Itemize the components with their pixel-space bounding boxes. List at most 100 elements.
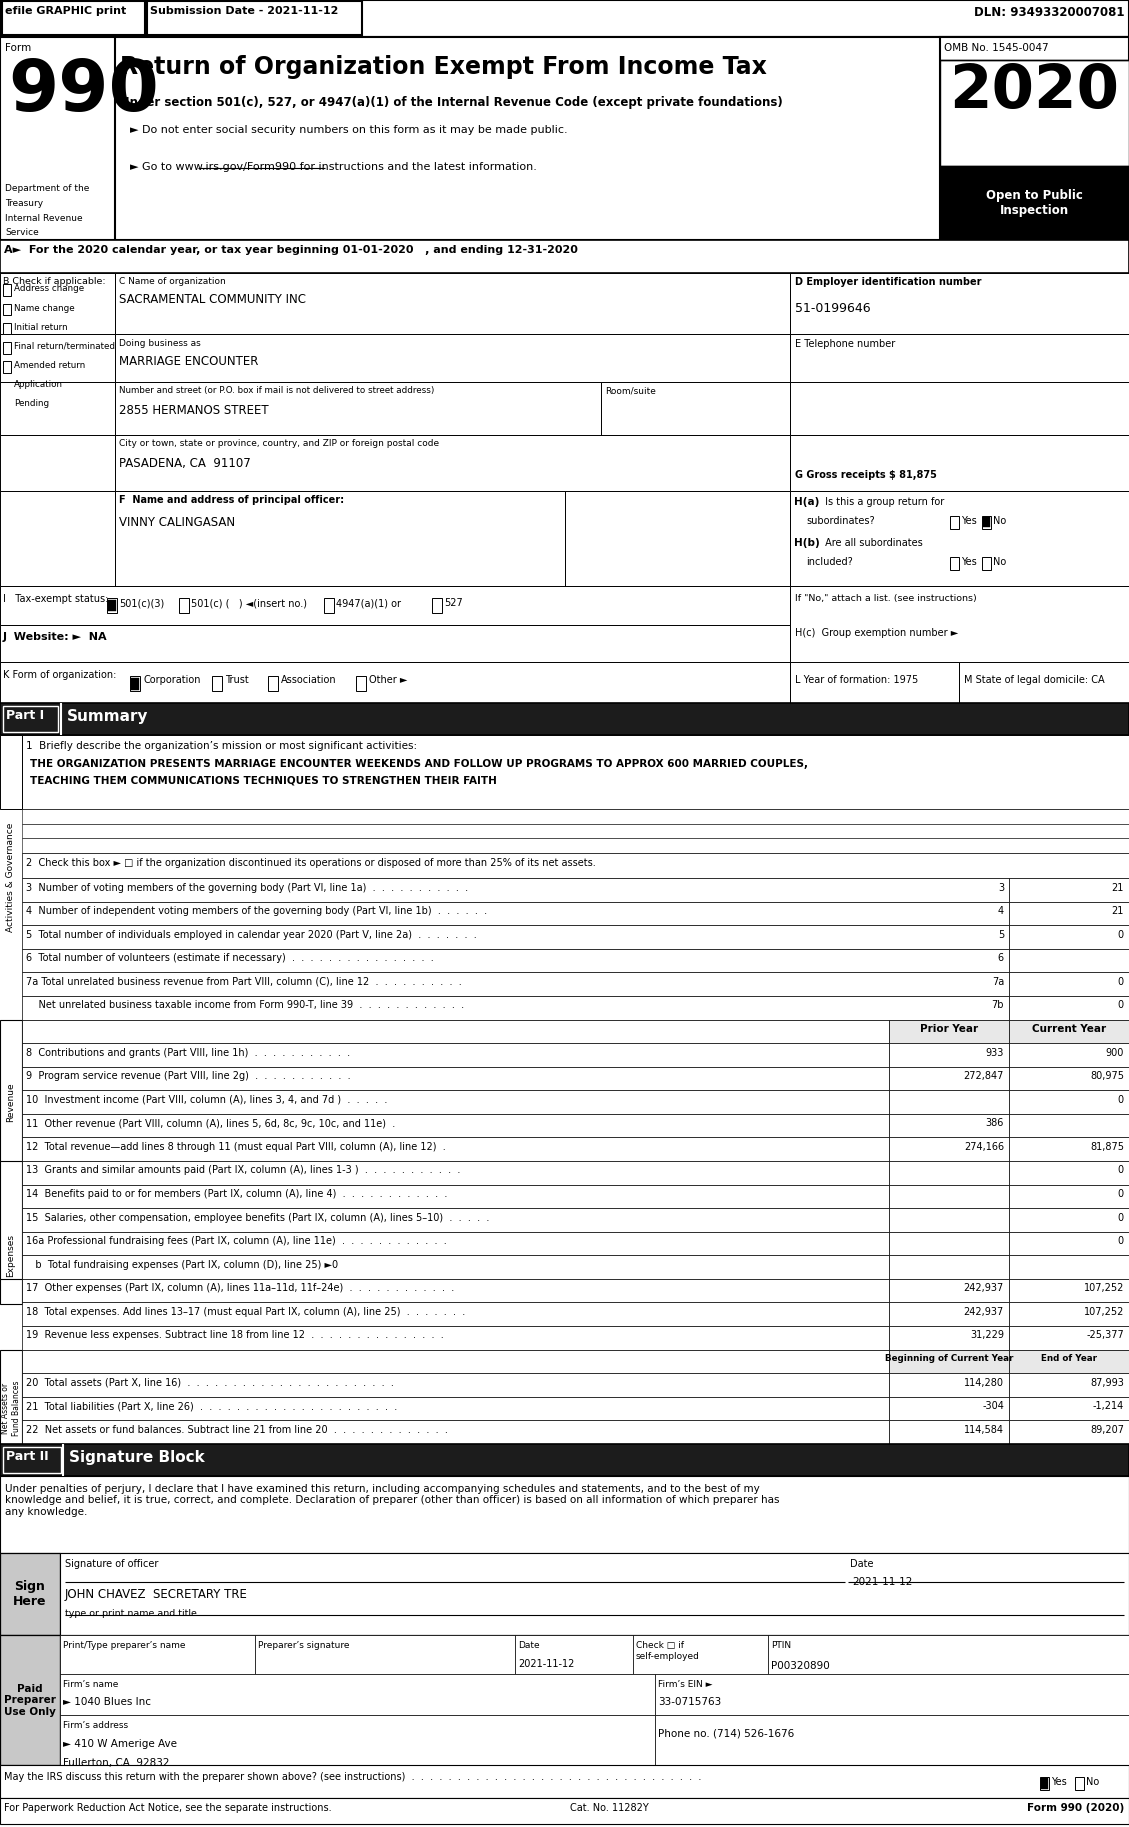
Text: 14  Benefits paid to or for members (Part IX, column (A), line 4)  .  .  .  .  .: 14 Benefits paid to or for members (Part… (26, 1189, 447, 1199)
Bar (0, 37, 115, 239)
Bar (0, 703, 1129, 734)
Bar (115, 382, 601, 435)
Text: ► 410 W Amerige Ave: ► 410 W Amerige Ave (63, 1739, 177, 1748)
Text: Final return/terminated: Final return/terminated (14, 342, 115, 351)
Text: 21  Total liabilities (Part X, line 26)  .  .  .  .  .  .  .  .  .  .  .  .  .  : 21 Total liabilities (Part X, line 26) .… (26, 1401, 397, 1410)
Text: Firm’s EIN ►: Firm’s EIN ► (658, 1679, 712, 1688)
Text: 274,166: 274,166 (964, 1142, 1004, 1151)
Bar (21, 853, 1129, 879)
Text: 2855 HERMANOS STREET: 2855 HERMANOS STREET (119, 404, 269, 417)
Bar (889, 1114, 1009, 1138)
Text: C Name of organization: C Name of organization (119, 278, 226, 287)
Text: Corporation: Corporation (143, 674, 201, 685)
Text: PTIN: PTIN (771, 1641, 791, 1650)
Text: M State of legal domicile: CA: M State of legal domicile: CA (964, 674, 1104, 685)
Text: Initial return: Initial return (14, 323, 68, 333)
Bar (940, 60, 1129, 166)
Text: 501(c)(3): 501(c)(3) (119, 597, 164, 608)
Bar (1009, 1184, 1129, 1208)
Bar (0, 661, 790, 703)
Bar (1009, 996, 1129, 1019)
Text: Signature of officer: Signature of officer (65, 1558, 158, 1569)
Text: 0: 0 (1118, 1189, 1124, 1199)
Text: efile GRAPHIC print: efile GRAPHIC print (5, 5, 126, 16)
Bar (940, 37, 1129, 239)
Text: 2021-11-12: 2021-11-12 (852, 1577, 912, 1586)
Bar (131, 678, 139, 689)
Bar (21, 1303, 889, 1326)
Bar (324, 597, 334, 612)
Text: SACRAMENTAL COMMUNITY INC: SACRAMENTAL COMMUNITY INC (119, 292, 306, 307)
Text: 4  Number of independent voting members of the governing body (Part VI, line 1b): 4 Number of independent voting members o… (26, 906, 487, 915)
Text: Revenue: Revenue (7, 1082, 16, 1122)
Bar (889, 1208, 1009, 1231)
Text: 7a Total unrelated business revenue from Part VIII, column (C), line 12  .  .  .: 7a Total unrelated business revenue from… (26, 977, 462, 987)
Text: Application: Application (14, 380, 63, 389)
Bar (21, 879, 1009, 903)
Bar (108, 599, 116, 612)
Text: Sign
Here: Sign Here (14, 1580, 46, 1608)
Text: H(c)  Group exemption number ►: H(c) Group exemption number ► (795, 628, 959, 638)
Text: type or print name and title: type or print name and title (65, 1610, 196, 1619)
Text: Treasury: Treasury (5, 199, 43, 208)
Text: Yes: Yes (961, 515, 977, 526)
Bar (0, 734, 21, 809)
Text: Firm’s address: Firm’s address (63, 1721, 128, 1730)
Bar (1009, 1019, 1129, 1043)
Text: End of Year: End of Year (1041, 1354, 1097, 1363)
Text: 900: 900 (1105, 1047, 1124, 1058)
Text: Part I: Part I (6, 709, 44, 722)
Bar (268, 676, 278, 691)
Bar (21, 1091, 889, 1114)
Bar (959, 661, 1129, 703)
Bar (655, 1674, 1129, 1716)
Bar (21, 1350, 889, 1374)
Text: Activities & Governance: Activities & Governance (7, 822, 16, 932)
Bar (790, 586, 1129, 674)
Text: Open to Public
Inspection: Open to Public Inspection (986, 190, 1083, 217)
Bar (21, 1255, 889, 1279)
Text: 3  Number of voting members of the governing body (Part VI, line 1a)  .  .  .  .: 3 Number of voting members of the govern… (26, 882, 469, 893)
Text: 22  Net assets or fund balances. Subtract line 21 from line 20  .  .  .  .  .  .: 22 Net assets or fund balances. Subtract… (26, 1425, 448, 1434)
Text: Association: Association (281, 674, 336, 685)
Text: 0: 0 (1118, 930, 1124, 939)
Text: Part II: Part II (6, 1451, 49, 1463)
Bar (1009, 1091, 1129, 1114)
Text: b  Total fundraising expenses (Part IX, column (D), line 25) ►0: b Total fundraising expenses (Part IX, c… (26, 1261, 338, 1270)
Bar (0, 37, 1129, 239)
Bar (115, 334, 790, 382)
Text: G Gross receipts $ 81,875: G Gross receipts $ 81,875 (795, 470, 937, 481)
Bar (115, 272, 790, 334)
Text: 990: 990 (8, 57, 159, 126)
Bar (790, 272, 1129, 334)
Text: ► Go to www.irs.gov/Form990 for instructions and the latest information.: ► Go to www.irs.gov/Form990 for instruct… (130, 163, 537, 172)
Bar (60, 1716, 655, 1765)
Bar (3, 1447, 61, 1473)
Text: P00320890: P00320890 (771, 1661, 830, 1670)
Text: Department of the: Department of the (5, 185, 89, 194)
Text: 12  Total revenue—add lines 8 through 11 (must equal Part VIII, column (A), line: 12 Total revenue—add lines 8 through 11 … (26, 1142, 446, 1151)
Text: 2020: 2020 (949, 62, 1119, 121)
Bar (940, 166, 1129, 239)
Text: Amended return: Amended return (14, 362, 86, 371)
Text: 18  Total expenses. Add lines 13–17 (must equal Part IX, column (A), line 25)  .: 18 Total expenses. Add lines 13–17 (must… (26, 1306, 465, 1317)
Bar (0, 1476, 1129, 1553)
Bar (889, 1091, 1009, 1114)
Text: May the IRS discuss this return with the preparer shown above? (see instructions: May the IRS discuss this return with the… (5, 1772, 701, 1783)
Text: 7a: 7a (991, 977, 1004, 987)
Bar (889, 1350, 1009, 1374)
Text: Firm’s name: Firm’s name (63, 1679, 119, 1688)
Bar (0, 625, 790, 661)
Text: ► 1040 Blues Inc: ► 1040 Blues Inc (63, 1697, 151, 1708)
Bar (21, 1138, 889, 1160)
Bar (21, 734, 1129, 809)
Text: Yes: Yes (1051, 1778, 1067, 1787)
Bar (790, 334, 1129, 382)
Text: Room/suite: Room/suite (605, 385, 656, 395)
Text: A►  For the 2020 calendar year, or tax year beginning 01-01-2020   , and ending : A► For the 2020 calendar year, or tax ye… (5, 245, 578, 254)
Text: 0: 0 (1118, 1001, 1124, 1010)
Text: -304: -304 (982, 1401, 1004, 1410)
Bar (21, 1231, 889, 1255)
Bar (21, 1043, 889, 1067)
Text: 5  Total number of individuals employed in calendar year 2020 (Part V, line 2a) : 5 Total number of individuals employed i… (26, 930, 476, 939)
